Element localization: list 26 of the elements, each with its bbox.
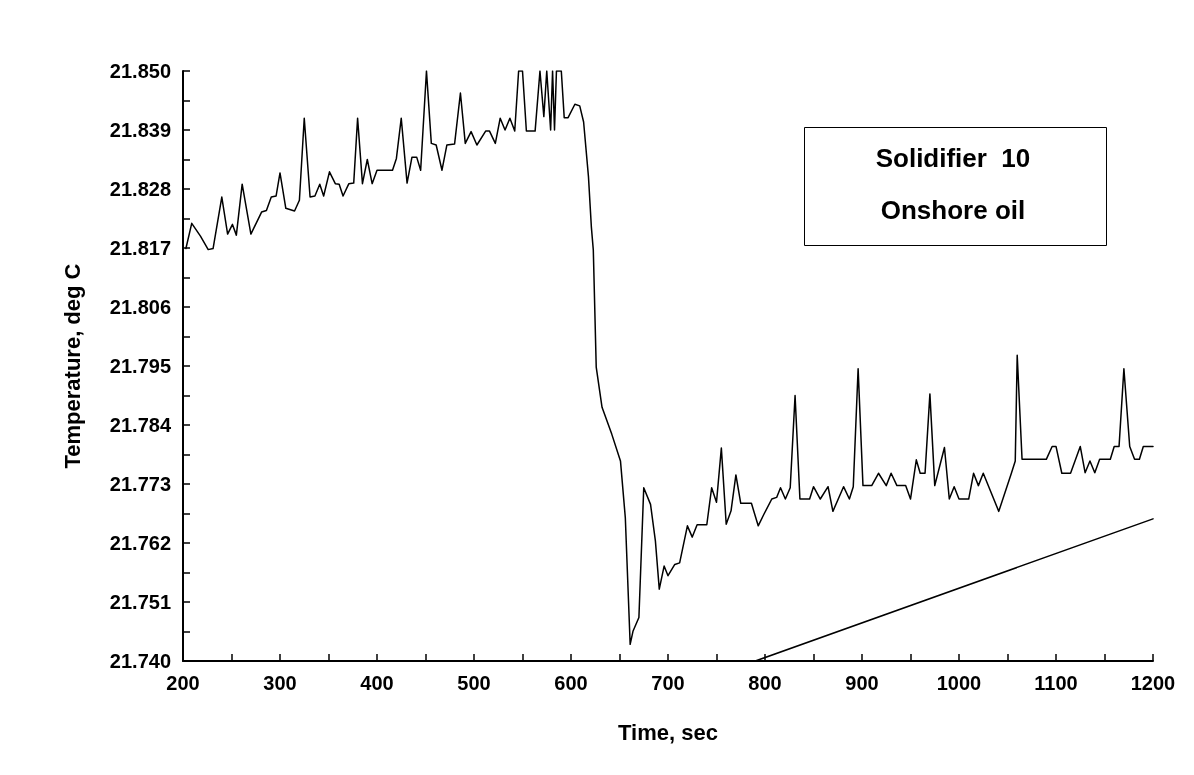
x-tick-label: 1000	[936, 672, 982, 694]
x-tick-label: 1100	[1034, 672, 1078, 694]
x-tick-label: 700	[651, 672, 685, 694]
y-tick-label: 21.850	[109, 60, 171, 82]
y-tick-label: 21.773	[109, 473, 171, 495]
x-axis-title: Time, sec	[618, 719, 718, 745]
y-tick-label: 21.817	[109, 237, 171, 259]
y-tick-label: 21.751	[109, 591, 171, 613]
y-tick-label: 21.784	[109, 414, 172, 436]
x-tick-label: 200	[166, 672, 200, 694]
y-tick-label: 21.762	[109, 532, 171, 554]
x-tick-label: 400	[360, 672, 394, 694]
x-tick-label: 1200	[1130, 672, 1176, 694]
x-tick-label: 500	[457, 672, 491, 694]
y-tick-label: 21.795	[109, 355, 171, 377]
y-tick-label: 21.806	[109, 296, 171, 318]
y-tick-label: 21.828	[109, 178, 171, 200]
y-tick-label: 21.740	[109, 650, 171, 672]
annotation: Onshore oil	[880, 195, 1026, 225]
x-tick-label: 300	[263, 672, 297, 694]
x-tick-label: 800	[748, 672, 782, 694]
x-tick-label: 900	[845, 672, 879, 694]
y-tick-label: 21.839	[109, 119, 171, 141]
y-axis-title: Temperature, deg C	[59, 263, 85, 469]
x-tick-label: 600	[554, 672, 588, 694]
annotation: Solidifier 10	[875, 143, 1031, 173]
